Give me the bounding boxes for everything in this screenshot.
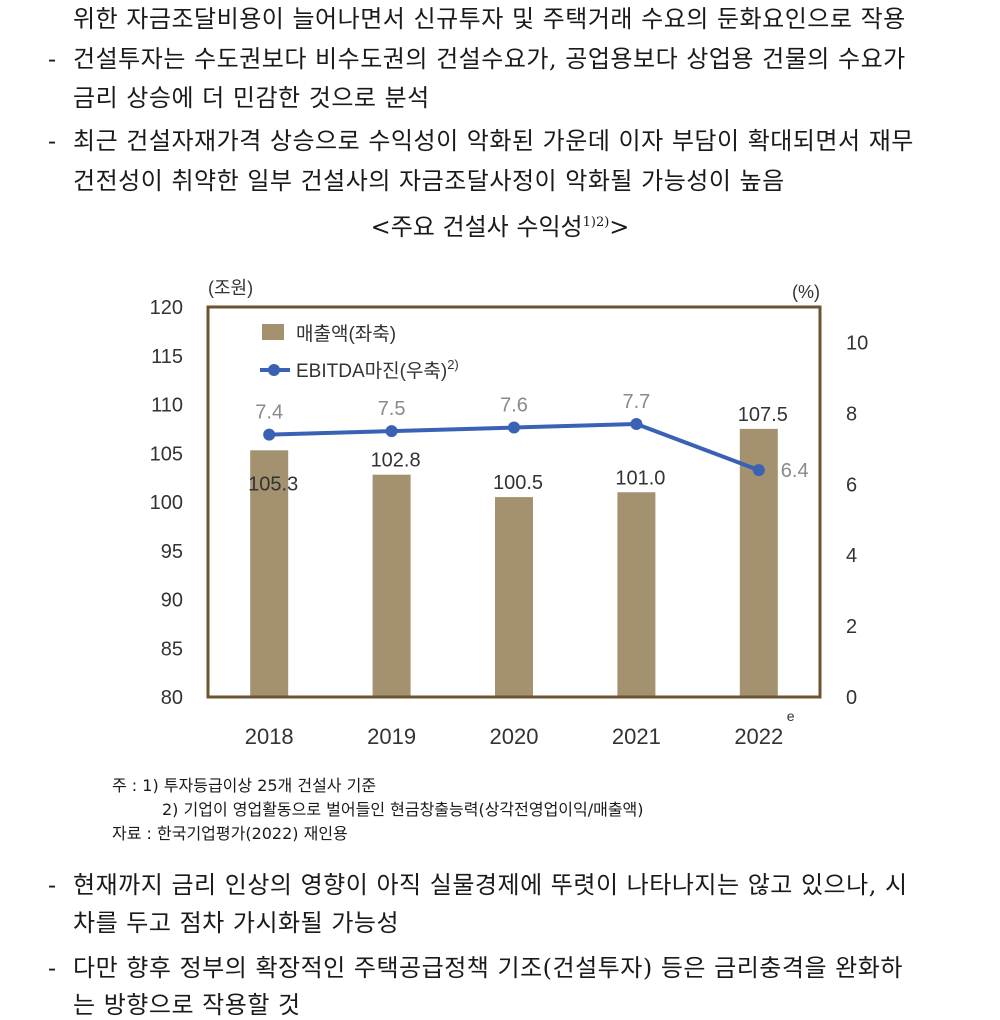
bar-value-label: 100.5 (493, 472, 543, 494)
line-value-label: 7.7 (622, 391, 650, 413)
estimate-mark: e (787, 708, 795, 724)
paragraph-line: 금리 상승에 더 민감한 것으로 분석 (73, 84, 430, 112)
ebitda-point (630, 418, 643, 430)
chart-bar (495, 497, 533, 697)
ebitda-point (385, 425, 398, 438)
figure-note: 주 : 1) 투자등급이상 25개 건설사 기준 (112, 776, 377, 795)
x-tick-label: 2020 (490, 724, 539, 749)
right-tick-label: 8 (846, 403, 857, 425)
bar-value-label: 107.5 (738, 404, 788, 426)
chart-bar (250, 450, 289, 697)
figure-caption: <주요 건설사 수익성1)2)> (0, 208, 1000, 242)
bullet-dash: - (48, 45, 57, 73)
chart-bar (617, 492, 656, 697)
figure-source: 자료 : 한국기업평가(2022) 재인용 (112, 824, 348, 843)
x-tick-label: 2022 (734, 724, 783, 749)
line-value-label: 7.5 (378, 398, 406, 420)
bullet-dash: - (48, 127, 57, 155)
x-tick-label: 2018 (245, 724, 294, 749)
left-tick-label: 115 (151, 346, 183, 368)
left-tick-label: 110 (151, 395, 183, 417)
caption-text: <주요 건설사 수익성 (370, 213, 583, 241)
ebitda-point (263, 428, 276, 441)
paragraph-line: 건설투자는 수도권보다 비수도권의 건설수요가, 공업용보다 상업용 건물의 수… (73, 45, 906, 73)
left-unit-label: (조원) (208, 278, 253, 298)
paragraph-line: 차를 두고 점차 가시화될 가능성 (73, 909, 400, 937)
right-unit-label: (%) (792, 282, 820, 302)
legend-swatch-bar (262, 324, 284, 340)
legend-label-line: EBITDA마진(우축)2) (296, 357, 459, 382)
figure-note: 2) 기업이 영업활동으로 벌어들인 현금창출능력(상각전영업이익/매출액) (162, 800, 644, 819)
left-tick-label: 100 (150, 492, 183, 514)
line-value-label: 7.6 (500, 395, 528, 417)
plot-frame (206, 305, 822, 699)
paragraph-line: 최근 건설자재가격 상승으로 수익성이 악화된 가운데 이자 부담이 확대되면서… (73, 127, 914, 155)
bar-value-label: 105.3 (248, 473, 298, 495)
paragraph-line: 건전성이 취약한 일부 건설사의 자금조달사정이 악화될 가능성이 높음 (73, 167, 785, 195)
caption-end: > (609, 213, 630, 241)
paragraph-line: 위한 자금조달비용이 늘어나면서 신규투자 및 주택거래 수요의 둔화요인으로 … (73, 5, 906, 33)
right-tick-label: 0 (846, 687, 857, 709)
bar-value-label: 101.0 (615, 467, 665, 489)
line-value-label: 6.4 (781, 460, 809, 482)
paragraph-line: 는 방향으로 작용할 것 (73, 991, 301, 1019)
left-tick-label: 85 (161, 638, 183, 660)
paragraph-line: 다만 향후 정부의 확장적인 주택공급정책 기조(건설투자) 등은 금리충격을 … (73, 954, 903, 982)
legend-label-superscript: 2) (447, 357, 459, 372)
paragraph-line: 현재까지 금리 인상의 영향이 아직 실물경제에 뚜렷이 나타나지는 않고 있으… (73, 871, 908, 899)
bullet-dash: - (48, 871, 57, 899)
left-tick-label: 120 (150, 297, 183, 319)
right-tick-label: 4 (846, 545, 857, 567)
chart-bar (372, 474, 411, 697)
right-tick-label: 6 (846, 474, 857, 496)
bar-value-label: 102.8 (371, 450, 421, 472)
line-value-label: 7.4 (255, 402, 283, 424)
left-tick-label: 90 (161, 590, 183, 612)
left-tick-label: 95 (161, 541, 183, 563)
bullet-dash: - (48, 954, 57, 982)
x-tick-label: 2019 (367, 724, 416, 749)
right-tick-label: 10 (846, 332, 868, 354)
ebitda-point (752, 464, 765, 477)
profitability-chart: 80 85 90 95 100 105 110 115 120 0 2 4 6 8 10 (조원) (%) 201… (150, 278, 869, 749)
right-tick-label: 2 (846, 616, 857, 638)
ebitda-point (508, 421, 520, 434)
caption-superscript: 1)2) (582, 215, 610, 230)
x-tick-label: 2021 (612, 724, 661, 749)
left-tick-label: 105 (150, 443, 183, 465)
legend-swatch-point (268, 364, 280, 376)
legend-label-bar: 매출액(좌축) (296, 323, 396, 345)
left-tick-label: 80 (161, 687, 183, 709)
